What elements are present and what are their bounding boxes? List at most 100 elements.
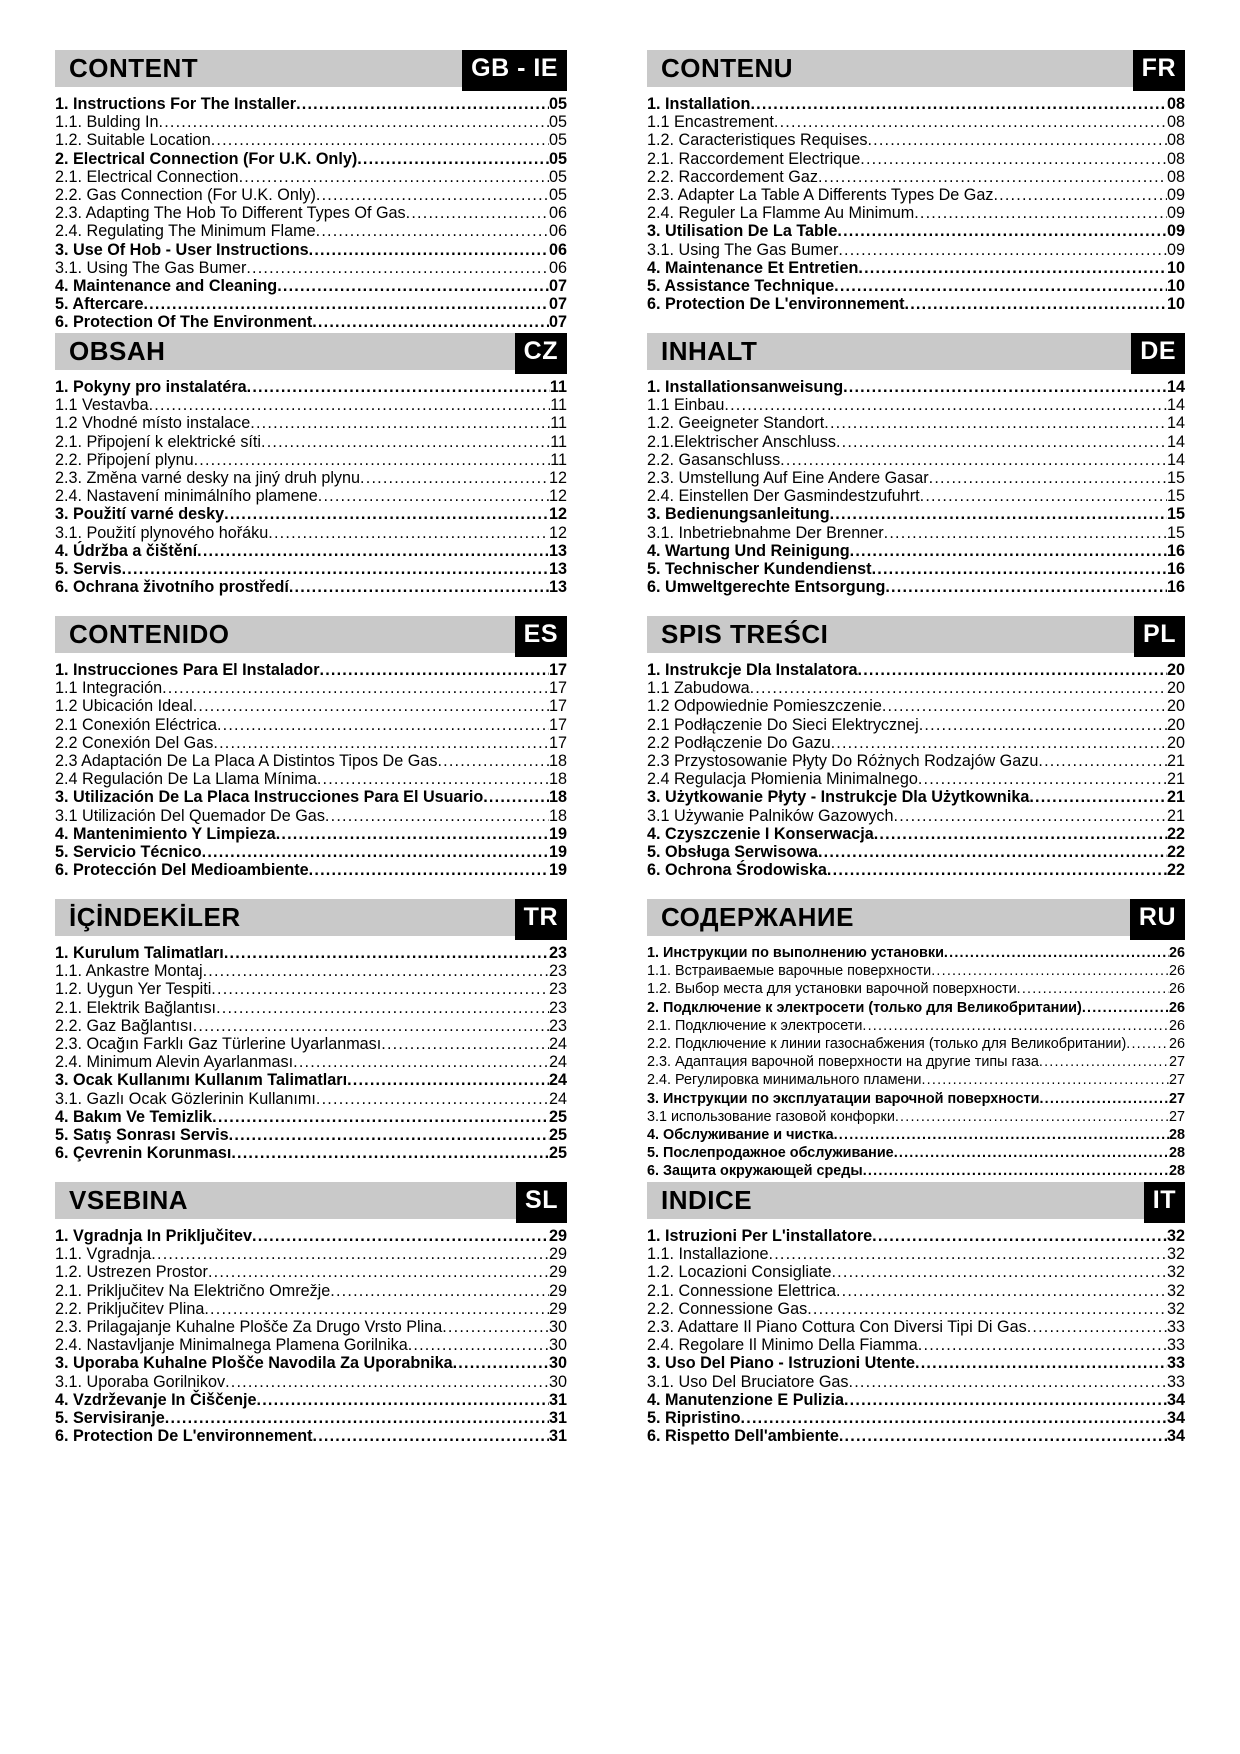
toc-entry-label: 3. Utilisation De La Table (647, 222, 838, 241)
toc-entry-page: 11 (550, 414, 567, 433)
dot-leader (874, 825, 1167, 843)
toc-entry-label: 2.2. Gaz Bağlantısı (55, 1016, 193, 1035)
toc-entry: 5. Satış Sonrası Servis 25 (55, 1126, 567, 1144)
toc-entry-page: 11 (549, 378, 567, 396)
dot-leader (194, 451, 551, 469)
toc-entry-label: 6. Çevrenin Korunması (55, 1144, 232, 1163)
toc-entry: 2.2. Подключение к линии газоснабжения (… (647, 1035, 1185, 1053)
toc-entry: 5. Servicio Técnico 19 (55, 843, 567, 861)
toc-entry-page: 27 (1168, 1072, 1185, 1089)
toc-entry: 4. Vzdrževanje In Čiščenje 31 (55, 1391, 567, 1409)
dot-leader (724, 396, 1167, 414)
toc-entry-page: 13 (548, 578, 567, 597)
toc-entry-label: 4. Manutenzione E Pulizia (647, 1390, 844, 1409)
toc-entry-page: 33 (1166, 1372, 1185, 1391)
toc-entry: 1.2. Uygun Yer Tespiti 23 (55, 980, 567, 998)
toc-entry-label: 4. Bakım Ve Temizlik (55, 1107, 213, 1126)
dot-leader (408, 1336, 549, 1354)
dot-leader (149, 396, 551, 414)
toc-entry: 2.1.Elektrischer Anschluss 14 (647, 433, 1185, 451)
toc-entry-label: 2.4. Minimum Alevin Ayarlanması (55, 1053, 294, 1072)
dot-leader (360, 469, 549, 487)
dot-leader (919, 716, 1167, 734)
toc-entries: 1. Instrukcje Dla Instalatora 20 1.1 Zab… (647, 661, 1185, 879)
dot-leader (858, 259, 1167, 277)
dot-leader (122, 560, 549, 578)
toc-section: СОДЕРЖАНИЕ RU 1. Инструкции по выполнени… (647, 899, 1185, 1182)
toc-entry: 1.2 Vhodné místo instalace 11 (55, 414, 567, 432)
toc-entry-page: 07 (548, 313, 567, 332)
toc-entry-page: 33 (1166, 1318, 1185, 1337)
toc-entry-page: 29 (548, 1281, 567, 1300)
dot-leader (357, 150, 549, 168)
toc-entry-label: 2.1. Connessione Elettrica (647, 1281, 836, 1300)
toc-entry: 1. Vgradnja In Priključitev 29 (55, 1227, 567, 1245)
dot-leader (885, 578, 1167, 596)
toc-entry-label: 2.3. Ocağın Farklı Gaz Türlerine Uyarlan… (55, 1035, 382, 1054)
toc-entry-page: 25 (548, 1107, 567, 1126)
dot-leader (1038, 752, 1167, 770)
toc-entry: 2.2 Podłączenie Do Gazu 20 (647, 734, 1185, 752)
dot-leader (831, 1263, 1167, 1281)
toc-entry-page: 34 (1166, 1409, 1185, 1428)
dot-leader (858, 661, 1167, 679)
toc-entry: 2.4. Einstellen Der Gasmindestzufuhrt 15 (647, 487, 1185, 505)
toc-entry-page: 30 (548, 1372, 567, 1391)
dot-leader (289, 578, 549, 596)
toc-entry-label: 6. Ochrona Środowiska (647, 861, 827, 880)
dot-leader (750, 95, 1167, 113)
toc-entry-page: 28 (1168, 1127, 1185, 1144)
language-badge: ES (514, 616, 567, 657)
toc-entry: 6. Защита окружающей среды 28 (647, 1162, 1185, 1180)
toc-entry-label: 3. Użytkowanie Płyty - Instrukcje Dla Uż… (647, 788, 1030, 807)
toc-entry-page: 32 (1166, 1245, 1185, 1264)
toc-entry-label: 1.1. Vgradnja (55, 1245, 152, 1264)
toc-entry-page: 25 (548, 1144, 567, 1163)
toc-entries: 1. Installation 08 1.1 Encastrement 08 1… (647, 95, 1185, 313)
dot-leader (836, 1282, 1167, 1300)
toc-entry-label: 1.2 Odpowiednie Pomieszczenie (647, 697, 882, 716)
language-badge: TR (514, 899, 567, 940)
toc-entry-page: 21 (1166, 752, 1185, 771)
toc-entry-label: 2.3. Адаптация варочной поверхности на д… (647, 1054, 1039, 1071)
toc-entries: 1. Instrucciones Para El Instalador 17 1… (55, 661, 567, 879)
dot-leader (830, 505, 1167, 523)
toc-entry-label: 1. Инструкции по выполнению установки (647, 945, 944, 961)
dot-leader (224, 505, 549, 523)
toc-entry-label: 1.2. Suitable Location (55, 131, 211, 150)
toc-entry-label: 3. Bedienungsanleitung (647, 505, 830, 524)
language-badge: GB - IE (462, 50, 567, 91)
toc-entry-label: 4. Обслуживание и чистка (647, 1127, 834, 1144)
dot-leader (193, 1017, 549, 1035)
dot-leader (247, 378, 550, 396)
toc-entry-label: 2.4. Regulating The Minimum Flame (55, 222, 316, 241)
toc-entry-label: 3.1. Inbetriebnahme Der Brenner (647, 523, 884, 542)
toc-entry-label: 2.1. Raccordement Electrique (647, 149, 861, 168)
toc-entry-label: 4. Vzdrževanje In Čiščenje (55, 1390, 257, 1409)
toc-entry: 3.1. Uporaba Gorilnikov 30 (55, 1373, 567, 1391)
toc-entry-label: 1.2. Geeigneter Standort (647, 414, 825, 433)
toc-entry-label: 2.4. Регулировка минимального пламени (647, 1072, 922, 1089)
toc-entry: 2.2. Priključitev Plina 29 (55, 1300, 567, 1318)
dot-leader (843, 378, 1167, 396)
dot-leader (406, 204, 549, 222)
toc-entry-label: 4. Wartung Und Reinigung (647, 541, 850, 560)
toc-entry-label: 5. Obsługa Serwisowa (647, 843, 818, 862)
toc-entry: 3. Ocak Kullanımı Kullanım Talimatları 2… (55, 1071, 567, 1089)
toc-entry: 2.4. Regulating The Minimum Flame 06 (55, 222, 567, 240)
section-header: INHALT DE (647, 333, 1185, 374)
toc-entry-page: 17 (548, 715, 567, 734)
toc-entry-page: 17 (548, 697, 567, 716)
toc-entry: 4. Maintenance and Cleaning 07 (55, 277, 567, 295)
toc-entry-page: 11 (550, 432, 567, 451)
dot-leader (905, 295, 1167, 313)
dot-leader (780, 451, 1167, 469)
toc-entry: 6. Rispetto Dell'ambiente 34 (647, 1427, 1185, 1445)
toc-entry-label: 1.1 Einbau (647, 396, 725, 415)
toc-entry-page: 09 (1166, 204, 1185, 223)
toc-entry: 2.4. Reguler La Flamme Au Minimum 09 (647, 204, 1185, 222)
toc-entry-page: 32 (1166, 1227, 1185, 1245)
toc-entry-label: 6. Защита окружающей среды (647, 1163, 863, 1180)
toc-entry-label: 1. Instructions For The Installer (55, 95, 297, 113)
toc-entry-page: 20 (1166, 715, 1185, 734)
